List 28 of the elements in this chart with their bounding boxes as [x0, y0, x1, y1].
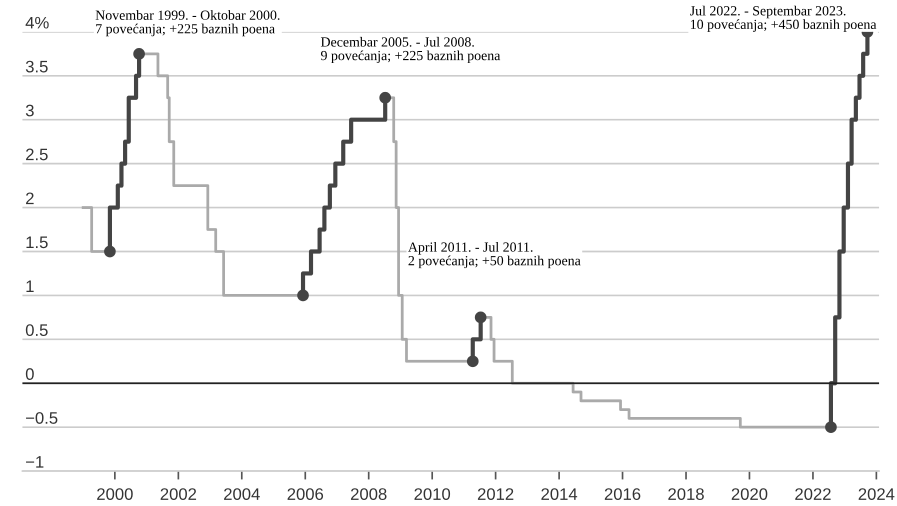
x-tick-label: 2004 [224, 488, 260, 500]
y-tick-label: 0.5 [26, 324, 48, 336]
y-tick-label: 3 [26, 104, 34, 116]
y-tick-label: 3.5 [26, 60, 48, 73]
x-tick-label: 2012 [478, 488, 514, 500]
y-tick-label: 1 [26, 280, 34, 292]
x-tick-label: 2014 [541, 488, 578, 500]
y-tick-label: −0.5 [26, 412, 58, 424]
y-tick-label: 1.5 [26, 236, 48, 248]
annotation: Jul 2022. - Septembar 2023. 10 povećanja; +450 baznih poena [690, 6, 876, 32]
x-tick-label: 2006 [288, 488, 324, 500]
annotation: Decembar 2005. - Jul 2008. 9 povećanja; +225 baznih poena [320, 36, 500, 64]
x-tick-label: 2024 [858, 488, 894, 500]
x-tick-label: 2000 [97, 488, 133, 500]
x-tick-label: 2022 [795, 488, 831, 500]
y-tick-label: 2 [26, 192, 34, 204]
y-tick-label: 2.5 [26, 148, 48, 160]
annotation: April 2011. - Jul 2011. 2 povećanja; +50 baznih poena [408, 242, 581, 268]
x-tick-label: 2010 [414, 488, 450, 500]
x-tick-label: 2016 [604, 488, 640, 500]
annotation: Novembar 1999. - Oktobar 2000. 7 povećanja; +225 baznih poena [96, 10, 280, 36]
y-tick-label: 0 [26, 368, 34, 380]
x-tick-label: 2020 [732, 488, 768, 500]
x-tick-label: 2002 [160, 488, 196, 500]
y-tick-label: −1 [26, 456, 44, 468]
x-tick-label: 2008 [350, 488, 387, 500]
y-tick-label: 4% [26, 16, 49, 29]
x-tick-label: 2018 [668, 488, 704, 500]
